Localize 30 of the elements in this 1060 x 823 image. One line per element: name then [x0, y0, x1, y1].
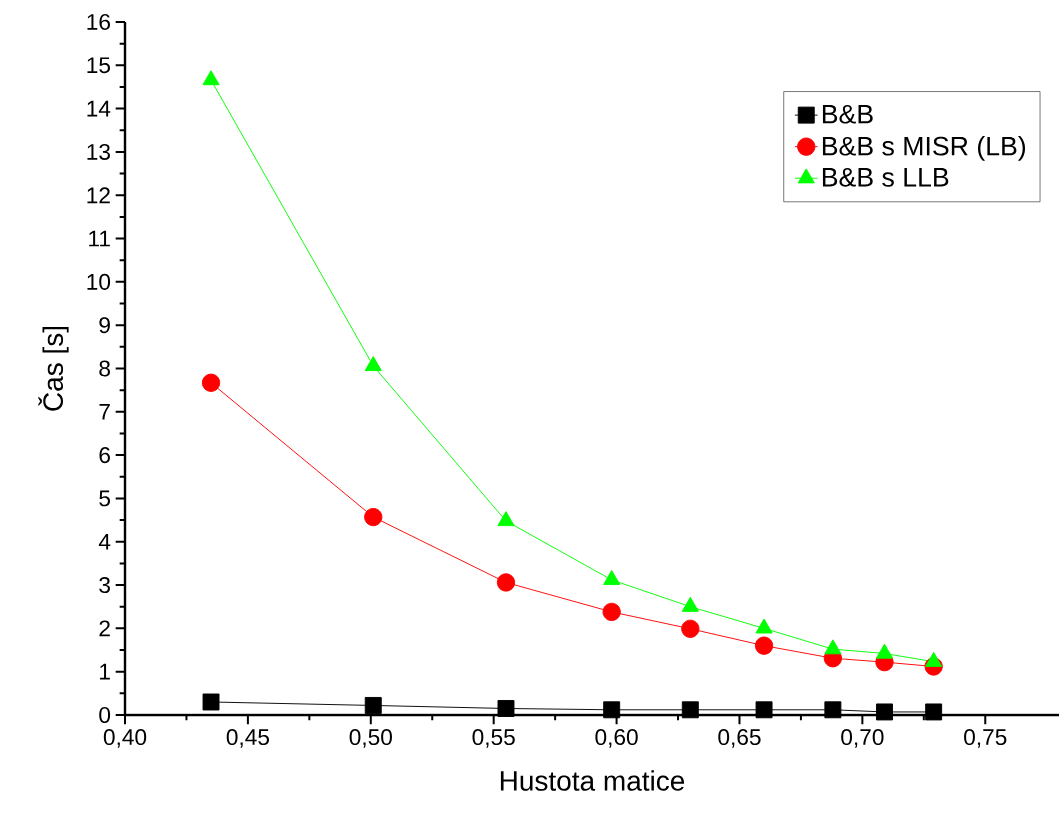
legend-label: B&B s LLB [822, 168, 949, 187]
y-tick-label: 16 [87, 13, 110, 31]
y-tick-label: 10 [87, 273, 111, 290]
y-tick-label: 4 [98, 533, 111, 550]
y-tick-label: 15 [87, 57, 110, 74]
x-tick-label: 0,45 [226, 729, 269, 748]
y-tick-label: 11 [89, 230, 110, 247]
y-tick-label: 8 [99, 360, 110, 377]
y-tick-label: 12 [87, 187, 110, 204]
x-tick-label: 0,50 [349, 729, 392, 748]
x-tick-label: 0,40 [103, 729, 147, 748]
y-tick-label: 1 [100, 663, 110, 680]
y-tick-label: 5 [99, 490, 110, 507]
y-tick-label: 14 [87, 100, 111, 117]
y-tick-label: 3 [99, 577, 110, 594]
x-tick-label: 0,55 [472, 729, 515, 748]
legend-label: B&B [822, 104, 873, 124]
x-axis-title: Hustota matice [500, 770, 685, 791]
x-tick-label: 0,75 [964, 729, 1007, 748]
legend-label: B&B s MISR (LB) [822, 136, 1026, 161]
y-tick-label: 7 [99, 404, 110, 420]
y-tick-label: 2 [99, 620, 110, 637]
y-axis-title: Čas [s] [38, 326, 69, 411]
x-tick-label: 0,70 [841, 729, 884, 748]
y-tick-label: 6 [99, 447, 110, 464]
y-tick-label: 9 [99, 317, 110, 334]
x-tick-label: 0,65 [718, 729, 761, 748]
y-tick-label: 0 [99, 706, 111, 724]
x-tick-label: 0,60 [595, 729, 638, 748]
y-tick-label: 13 [87, 143, 110, 160]
